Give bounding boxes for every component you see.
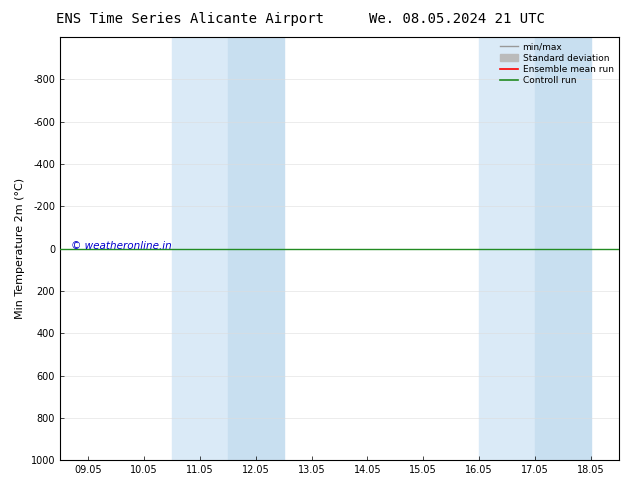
- Bar: [479, 37, 535, 460]
- Bar: [228, 37, 283, 460]
- Legend: min/max, Standard deviation, Ensemble mean run, Controll run: min/max, Standard deviation, Ensemble me…: [496, 39, 617, 89]
- Y-axis label: Min Temperature 2m (°C): Min Temperature 2m (°C): [15, 178, 25, 319]
- Text: We. 08.05.2024 21 UTC: We. 08.05.2024 21 UTC: [368, 12, 545, 26]
- Text: ENS Time Series Alicante Airport: ENS Time Series Alicante Airport: [56, 12, 324, 26]
- Bar: [535, 37, 591, 460]
- Bar: [172, 37, 228, 460]
- Text: © weatheronline.in: © weatheronline.in: [71, 242, 172, 251]
